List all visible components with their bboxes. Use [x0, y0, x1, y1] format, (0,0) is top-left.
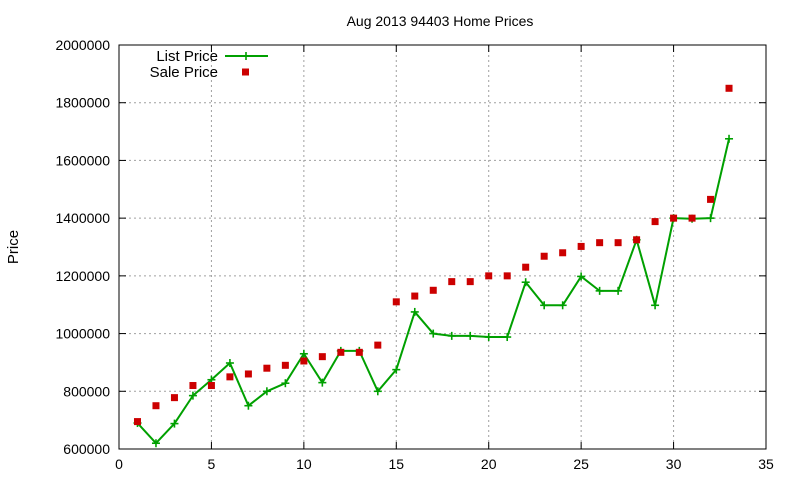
- sale-price-point: [207, 382, 215, 390]
- list-price-point: [484, 333, 493, 342]
- list-price-point: [447, 331, 456, 340]
- sale-price-point: [448, 278, 456, 286]
- list-price-point: [318, 378, 327, 387]
- sale-price-point: [466, 278, 474, 286]
- plot-border: [118, 44, 767, 450]
- sale-price-point: [651, 218, 659, 226]
- x-tick-label: 5: [208, 456, 216, 472]
- sale-price-point: [522, 263, 530, 271]
- sale-price-point: [226, 373, 234, 381]
- sale-price-point: [670, 214, 678, 222]
- sale-price-point: [374, 341, 382, 349]
- sale-price-point: [707, 195, 715, 203]
- list-price-point: [244, 401, 253, 410]
- y-tick-label: 1200000: [55, 268, 110, 284]
- list-price-point: [151, 439, 160, 448]
- series-layer: [133, 84, 734, 448]
- x-tick-label: 30: [666, 456, 682, 472]
- legend-plus-sample: [242, 52, 250, 60]
- series-sale-price: [133, 84, 733, 426]
- legend-label-list-price: List Price: [156, 48, 218, 65]
- sale-price-point: [244, 370, 252, 378]
- list-price-point: [281, 379, 290, 388]
- y-tick-label: 1600000: [55, 152, 110, 168]
- y-tick-label: 1000000: [55, 326, 110, 342]
- sale-price-point: [725, 84, 733, 92]
- sale-price-point: [596, 239, 604, 247]
- sale-price-point: [429, 286, 437, 294]
- sale-price-point: [392, 298, 400, 306]
- y-tick-label: 1800000: [55, 95, 110, 111]
- sale-price-point: [633, 236, 641, 244]
- y-axis-label: Price: [5, 230, 22, 264]
- sale-price-point: [300, 357, 308, 365]
- sale-price-point: [263, 364, 271, 372]
- sale-price-point: [540, 252, 548, 260]
- sale-price-point: [281, 361, 289, 369]
- chart-title: Aug 2013 94403 Home Prices: [347, 13, 534, 29]
- sale-price-point: [170, 394, 178, 402]
- list-price-point: [595, 286, 604, 295]
- list-price-point: [540, 301, 549, 310]
- list-price-point: [410, 307, 419, 316]
- sale-price-point: [614, 239, 622, 247]
- sale-price-point: [411, 292, 419, 300]
- y-tick-label: 800000: [63, 383, 110, 399]
- sale-price-point: [559, 249, 567, 257]
- x-tick-label: 25: [573, 456, 589, 472]
- list-price-point: [188, 391, 197, 400]
- x-tick-label: 0: [115, 456, 123, 472]
- list-price-point: [725, 134, 734, 143]
- x-tick-label: 10: [296, 456, 312, 472]
- list-price-point: [262, 387, 271, 396]
- x-tick-label: 35: [758, 456, 774, 472]
- sale-price-point: [189, 382, 197, 390]
- x-tick-label: 15: [388, 456, 404, 472]
- list-price-point: [373, 387, 382, 396]
- list-price-point: [614, 286, 623, 295]
- sale-price-point: [152, 402, 160, 410]
- y-tick-label: 2000000: [55, 37, 110, 53]
- list-price-point: [521, 278, 530, 287]
- sale-price-point: [355, 348, 363, 356]
- list-price-point: [651, 301, 660, 310]
- list-price-point: [558, 301, 567, 310]
- legend-square-sample: [242, 68, 249, 76]
- y-tick-label: 600000: [63, 441, 110, 457]
- list-price-point: [170, 419, 179, 428]
- list-price-point: [429, 329, 438, 338]
- sale-price-point: [485, 272, 493, 280]
- sale-price-point: [318, 353, 326, 361]
- x-tick-label: 20: [481, 456, 497, 472]
- y-axis-ticks: 600000 800000 1000000 1200000 1400000 1600000…: [55, 37, 766, 457]
- list-price-point: [225, 359, 234, 368]
- legend-label-sale-price: Sale Price: [150, 64, 218, 81]
- y-tick-label: 1400000: [55, 210, 110, 226]
- list-price-point: [706, 214, 715, 223]
- x-axis-ticks: 0 5 10 15 20 25 30 35: [115, 45, 774, 472]
- list-price-point: [503, 333, 512, 342]
- sale-price-point: [688, 214, 696, 222]
- list-price-point: [299, 349, 308, 358]
- axes: [118, 44, 767, 450]
- sale-price-point: [337, 348, 345, 356]
- list-price-point: [466, 331, 475, 340]
- list-price-point: [392, 365, 401, 374]
- sale-price-point: [503, 272, 511, 280]
- sale-price-point: [133, 418, 141, 426]
- sale-price-point: [577, 242, 585, 250]
- list-price-point: [577, 272, 586, 281]
